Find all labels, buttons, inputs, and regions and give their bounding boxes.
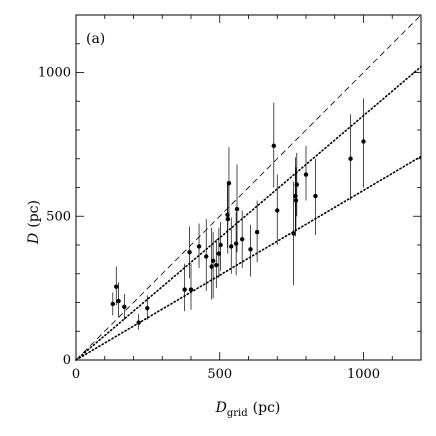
data-point-17 [225, 216, 230, 222]
x-axis-label: Dgrid (pc) [215, 400, 281, 419]
data-point-19 [229, 244, 234, 249]
data-point-13 [214, 262, 219, 268]
data-point-1 [114, 284, 119, 289]
data-point-26 [275, 208, 280, 213]
x-tick-label-500: 500 [207, 367, 232, 382]
data-point-4 [136, 320, 141, 325]
data-point-33 [348, 156, 353, 161]
y-axis-label-unit: (pc) [26, 200, 42, 228]
data-point-3 [122, 304, 127, 310]
x-axis-label-subscript: grid [227, 408, 248, 419]
axis-ticks [75, 14, 422, 361]
x-axis-label-main: D [215, 400, 227, 416]
data-point-32 [313, 193, 318, 199]
y-tick-label-0: 0 [63, 353, 71, 368]
x-axis-label-unit: (pc) [253, 400, 281, 416]
data-point-24 [254, 229, 260, 235]
reference-line-dashed-0 [75, 14, 422, 361]
reference-line-dotted-1 [75, 65, 422, 361]
data-point-6 [182, 287, 187, 292]
data-point-8 [188, 287, 194, 292]
data-point-7 [187, 249, 192, 255]
data-point-10 [204, 254, 209, 259]
y-tick-label-1000: 1000 [38, 66, 71, 81]
y-tick-label-500: 500 [46, 209, 71, 224]
data-point-18 [226, 180, 232, 186]
data-point-9 [196, 244, 202, 249]
data-point-27 [291, 231, 296, 236]
data-point-15 [218, 242, 223, 248]
data-point-20 [233, 241, 239, 246]
tick-labels: 0 500 1000 0 500 1000 [38, 66, 380, 383]
data-point-16 [225, 212, 230, 218]
data-point-5 [145, 306, 150, 311]
data-point-30 [294, 182, 299, 187]
data-point-28 [293, 193, 298, 199]
error-bars [112, 98, 364, 330]
y-axis-label: D (pc) [26, 200, 42, 245]
data-point-23 [248, 247, 253, 252]
data-point-22 [239, 237, 245, 242]
data-point-11 [209, 264, 214, 269]
data-point-34 [361, 139, 366, 144]
data-point-25 [271, 143, 276, 149]
data-point-2 [116, 298, 121, 304]
data-point-14 [216, 251, 222, 256]
data-point-21 [234, 206, 240, 212]
data-point-31 [303, 172, 309, 177]
panel-label: (a) [86, 31, 105, 47]
data-points [110, 139, 366, 325]
y-axis-label-main: D [26, 233, 42, 245]
x-tick-label-0: 0 [72, 367, 80, 382]
x-tick-label-1000: 1000 [347, 367, 380, 382]
reference-line-dotted-2 [75, 155, 422, 361]
data-point-12 [210, 258, 216, 264]
reference-lines [75, 14, 422, 361]
data-point-0 [110, 301, 116, 307]
data-point-29 [293, 198, 299, 203]
